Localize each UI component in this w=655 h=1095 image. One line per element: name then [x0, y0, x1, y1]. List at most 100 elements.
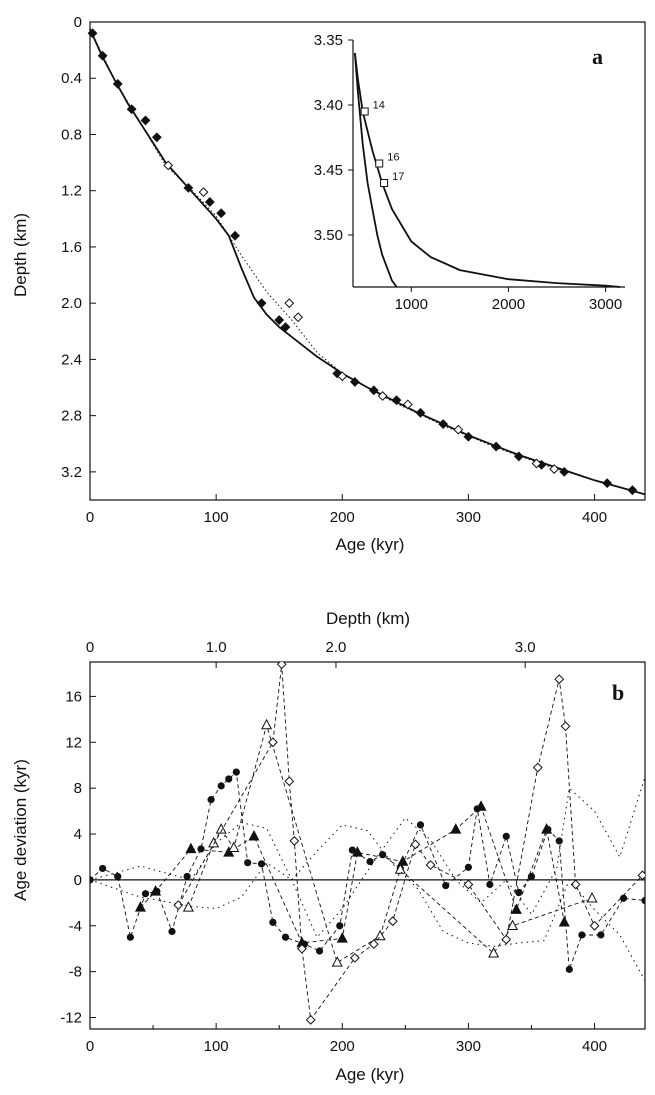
panel-b-y-tick-label: 8	[74, 780, 82, 797]
panel-b-data-point	[589, 920, 600, 931]
inset-curve	[354, 52, 398, 288]
panel-b-data-point	[276, 662, 287, 670]
panel-a-data-point	[230, 230, 240, 241]
panel-a-series-dotted-line	[89, 28, 646, 495]
panel-b-data-point	[366, 857, 374, 866]
panel-b-top-tick-labels: 0 1.0 2.0 3.0	[86, 639, 536, 656]
panel-a-data-point	[337, 371, 348, 382]
panel-b-data-point	[173, 900, 184, 911]
panel-b-series	[90, 662, 645, 1025]
inset-marker-label: 14	[373, 100, 385, 112]
panel-b-data-point	[410, 839, 421, 850]
panel-b-data-point	[555, 837, 563, 845]
panel-b-y-tick-label: 0	[74, 872, 82, 889]
panel-a-data-point	[549, 464, 560, 474]
panel-b-data-point	[502, 832, 510, 840]
panel-b-data-point	[297, 943, 307, 954]
panel-b-data-point	[114, 872, 122, 881]
panel-b-y-tick-label: 16	[65, 688, 82, 705]
panel-a-x-tick-label: 200	[330, 509, 355, 526]
inset-x-tick-label: 1000	[395, 296, 428, 313]
inset-x-tick-label: 3000	[589, 296, 622, 313]
panel-a-data-point	[87, 28, 98, 39]
panel-b-data-point	[197, 845, 205, 853]
inset-y-tick-label: 3.40	[314, 97, 343, 114]
panel-a-ticks	[89, 21, 596, 500]
panel-a-data-point	[602, 478, 613, 489]
panel-b-data-point	[570, 879, 581, 890]
panel-b-data-point	[228, 841, 240, 852]
panel-b-data-point	[261, 718, 273, 730]
panel-a-data-point	[198, 187, 209, 198]
panel-b-top-tick-label: 2.0	[326, 639, 347, 656]
panel-a-y-tick-labels: 0 0.4 0.8 1.2 1.6 2.0 2.4 2.8 3.2	[61, 14, 82, 481]
panel-b-data-point	[267, 737, 278, 748]
panel-a-data-point	[256, 298, 267, 309]
panel-b-data-point	[134, 901, 146, 912]
panel-b-data-point	[597, 931, 605, 939]
panel-b-x-tick-label: 100	[204, 1038, 229, 1055]
panel-a-data-point	[491, 441, 502, 452]
panel-b-y-tick-label: -12	[60, 1010, 82, 1027]
panel-a-y-tick-label: 2.8	[61, 408, 82, 425]
inset-marker-label: 17	[392, 171, 404, 183]
panel-b-data-point	[225, 775, 233, 783]
panel-a-data-point	[183, 182, 194, 193]
panel-a-series-solid-line	[89, 28, 646, 496]
panel-a-y-tick-label: 1.2	[61, 183, 82, 200]
panel-b-data-point	[397, 855, 409, 866]
panel-a-data-point	[627, 485, 638, 496]
panel-b-data-point	[182, 901, 194, 912]
panel-b-data-point	[387, 916, 398, 927]
panel-a-frame	[89, 21, 646, 501]
panel-a-data-point	[97, 50, 108, 61]
panel-a-data-point	[453, 424, 464, 435]
panel-b-label: b	[612, 680, 624, 705]
panel-a-y-tick-label: 2.4	[61, 351, 82, 368]
panel-b-data-point	[488, 947, 500, 958]
panel-b-top-tick-label: 3.0	[515, 639, 536, 656]
panel-a-x-tick-labels: 0 100 200 300 400	[86, 509, 607, 526]
panel-b-data-point	[126, 933, 134, 941]
panel-b-ticks	[89, 662, 596, 1029]
panel-b-data-point	[637, 870, 645, 881]
panel-a-y-tick-label: 0	[74, 14, 82, 31]
panel-b-data-point	[475, 800, 487, 811]
panel-b-data-point	[244, 859, 252, 867]
panel-a-data-point	[438, 419, 449, 429]
panel-a: 00.40.81.21.62.02.42.83.2 0 100 200 300 400 …	[11, 14, 646, 554]
panel-b-data-point	[305, 1014, 316, 1025]
panel-b-series-4-line	[90, 776, 645, 939]
panel-b-y-tick-labels: 16 12 8 4 0 -4 -8 -12	[60, 688, 82, 1026]
panel-b-data-point	[315, 947, 324, 955]
panel-b-data-point	[281, 933, 290, 941]
panel-a-x-tick-label: 100	[204, 509, 229, 526]
panel-b-x-tick-label: 200	[330, 1038, 355, 1055]
inset-y-tick-label: 3.45	[314, 162, 343, 179]
panel-b-data-point	[168, 927, 176, 936]
panel-b-top-tick-label: 0	[86, 639, 94, 656]
inset-curve	[354, 52, 621, 288]
panel-a-data-point	[332, 368, 343, 379]
panel-a-y-tick-label: 0.4	[61, 70, 82, 87]
panel-b-data-point	[331, 956, 343, 967]
panel-b-x-tick-label: 300	[456, 1038, 481, 1055]
panel-b-data-point	[442, 882, 450, 890]
panel-b-series-1-line	[140, 805, 565, 944]
panel-b-data-point	[515, 888, 523, 897]
panel-b-data-point	[336, 922, 344, 930]
panel-b-data-point	[527, 872, 536, 881]
panel-a-y-tick-label: 0.8	[61, 126, 82, 143]
panel-a-series	[87, 28, 646, 496]
panel-a-x-tick-label: 400	[582, 509, 607, 526]
panel-a-data-point	[280, 322, 291, 332]
panel-a-data-point	[531, 458, 542, 469]
panel-a-data-point	[293, 312, 304, 323]
panel-b-data-point	[150, 885, 162, 896]
panel-a-data-point	[349, 376, 360, 387]
panel-b-data-point	[248, 830, 260, 841]
inset-tick-labels: 3.35 3.40 3.45 3.50 1000 2000 3000	[314, 32, 622, 313]
panel-a-x-axis-label: Age (kyr)	[336, 535, 405, 554]
panel-a-data-point	[140, 115, 151, 126]
panel-b-data-point	[336, 932, 348, 943]
